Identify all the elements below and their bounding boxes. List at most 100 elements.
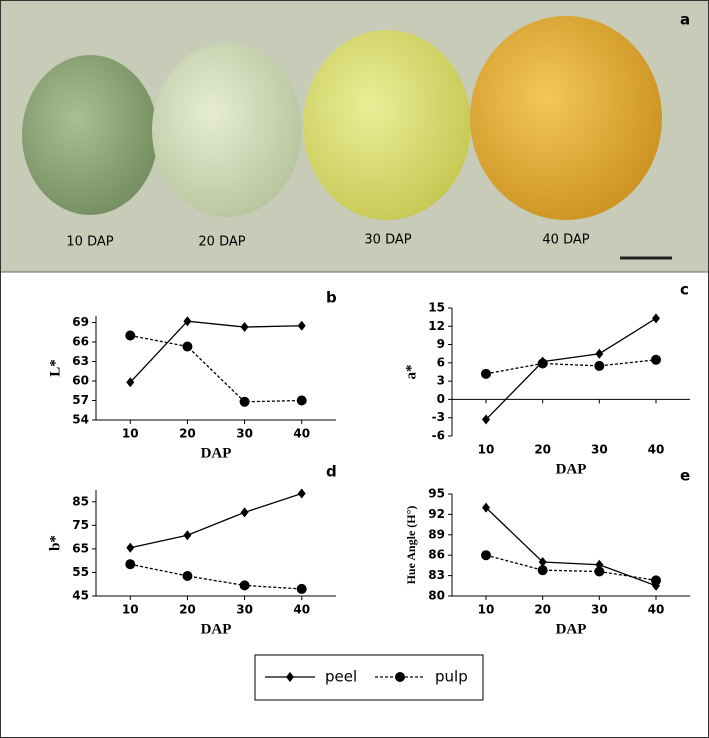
y-tick-label: 9 (437, 337, 445, 351)
x-tick-label: 40 (648, 603, 665, 617)
photo-caption: 10 DAP (66, 235, 113, 250)
marker (594, 360, 605, 371)
x-tick-label: 30 (591, 443, 608, 457)
x-tick-label: 20 (534, 443, 551, 457)
x-tick-label: 40 (293, 427, 310, 441)
marker (125, 559, 136, 570)
y-tick-label: 92 (428, 507, 445, 521)
x-tick-label: 20 (179, 603, 196, 617)
x-tick-label: 10 (478, 443, 495, 457)
series-line (130, 492, 302, 549)
melon (22, 55, 158, 215)
marker (538, 557, 547, 567)
marker (296, 395, 307, 406)
x-tick-label: 10 (478, 603, 495, 617)
legend-label: pulp (435, 668, 468, 686)
melon (303, 30, 471, 220)
marker (125, 330, 136, 341)
y-tick-label: 57 (72, 393, 89, 407)
series-line (130, 563, 302, 590)
y-tick-label: 45 (72, 589, 89, 603)
x-tick-label: 30 (591, 603, 608, 617)
y-tick-label: 3 (437, 374, 445, 388)
legend-marker (286, 672, 294, 682)
series-line (485, 507, 657, 587)
x-axis-label: DAP (201, 445, 232, 461)
marker (239, 580, 250, 591)
x-tick-label: 40 (293, 603, 310, 617)
marker (482, 502, 490, 513)
series-line (129, 320, 302, 383)
marker (297, 320, 306, 331)
marker (239, 396, 250, 407)
y-tick-label: 54 (72, 413, 89, 427)
marker (296, 583, 307, 594)
marker (182, 341, 193, 352)
panel-label: d (326, 463, 337, 481)
y-tick-label: 6 (437, 355, 445, 369)
x-tick-label: 10 (122, 603, 139, 617)
marker (537, 358, 548, 369)
marker (481, 368, 491, 379)
legend-label: peel (325, 668, 357, 686)
x-tick-label: 10 (122, 427, 139, 441)
marker (652, 313, 660, 324)
marker (481, 550, 491, 561)
y-tick-label: 55 (72, 565, 89, 579)
y-tick-label: 86 (428, 548, 445, 562)
marker (126, 377, 135, 388)
x-axis-label: DAP (556, 461, 587, 477)
y-tick-label: 12 (428, 319, 445, 333)
legend-marker (395, 672, 405, 682)
y-tick-label: 89 (428, 527, 445, 541)
marker (126, 542, 135, 553)
y-tick-label: 60 (72, 374, 89, 388)
marker (182, 570, 193, 581)
y-tick-label: 75 (72, 518, 89, 532)
x-axis-label: DAP (201, 621, 232, 637)
y-tick-label: 66 (72, 335, 89, 349)
melon (152, 43, 302, 217)
panel-label: c (680, 281, 689, 299)
x-tick-label: 20 (534, 603, 551, 617)
panel-label: a (680, 11, 690, 29)
y-tick-label: 95 (428, 487, 445, 501)
y-tick-label: -6 (432, 429, 445, 443)
marker (240, 322, 249, 333)
y-tick-label: -3 (432, 410, 445, 424)
photo-caption: 40 DAP (542, 233, 589, 248)
photo-caption: 30 DAP (364, 233, 411, 248)
y-tick-label: 85 (72, 494, 89, 508)
y-axis-label: a* (403, 365, 419, 380)
y-axis-label: b* (47, 535, 63, 551)
y-tick-label: 83 (428, 568, 445, 582)
marker (594, 566, 605, 577)
marker (183, 316, 192, 327)
panel-label: e (680, 467, 690, 485)
panel-label: b (326, 289, 337, 307)
marker (482, 414, 490, 425)
y-tick-label: 63 (72, 354, 89, 368)
marker (183, 530, 192, 541)
photo-caption: 20 DAP (198, 235, 245, 250)
y-tick-label: 69 (72, 315, 89, 329)
x-tick-label: 30 (236, 603, 253, 617)
x-tick-label: 20 (179, 427, 196, 441)
y-tick-label: 0 (437, 392, 445, 406)
series-line (485, 359, 657, 375)
melon (470, 16, 662, 220)
marker (651, 354, 661, 365)
x-tick-label: 30 (236, 427, 253, 441)
x-axis-label: DAP (556, 621, 587, 637)
series-line (130, 334, 302, 403)
marker (537, 565, 548, 576)
marker (297, 488, 306, 499)
marker (651, 575, 661, 586)
y-tick-label: 15 (428, 301, 445, 315)
y-tick-label: 80 (428, 589, 445, 603)
y-axis-label: Hue Angle (H°) (404, 506, 418, 585)
marker (240, 507, 249, 518)
y-axis-label: L* (47, 359, 63, 377)
marker (595, 348, 604, 359)
